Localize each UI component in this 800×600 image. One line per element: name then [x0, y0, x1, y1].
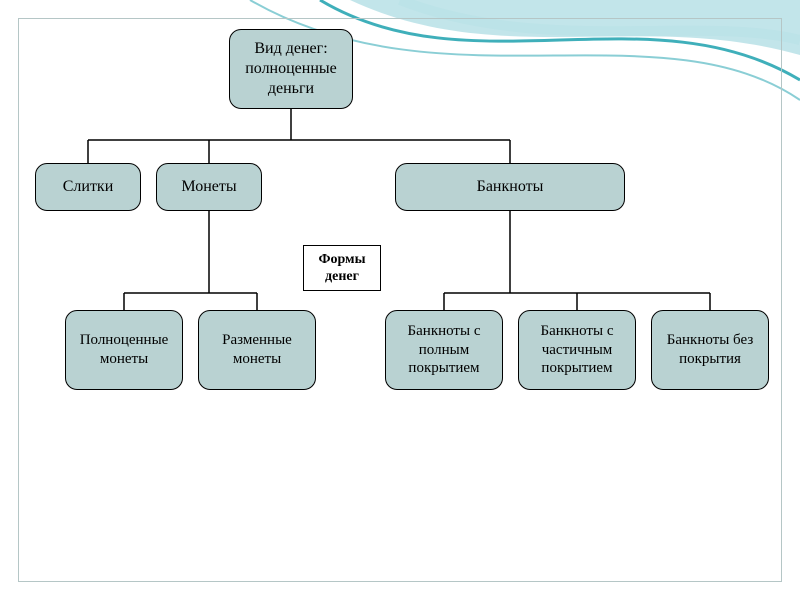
- node-n_notes: Банкноты: [395, 163, 625, 211]
- node-c3: Банкноты с полным покрытием: [385, 310, 503, 390]
- node-n_coins: Монеты: [156, 163, 262, 211]
- node-c5: Банкноты без покрытия: [651, 310, 769, 390]
- slide-frame: Вид денег: полноценные деньги Слитки Монет…: [0, 0, 800, 600]
- node-c1: Полноценные монеты: [65, 310, 183, 390]
- diagram-border: [18, 18, 782, 582]
- node-c4: Банкноты с частичным покрытием: [518, 310, 636, 390]
- node-root: Вид денег: полноценные деньги: [229, 29, 353, 109]
- node-c2: Разменные монеты: [198, 310, 316, 390]
- center-label: Формы денег: [303, 245, 381, 291]
- node-n_ingots: Слитки: [35, 163, 141, 211]
